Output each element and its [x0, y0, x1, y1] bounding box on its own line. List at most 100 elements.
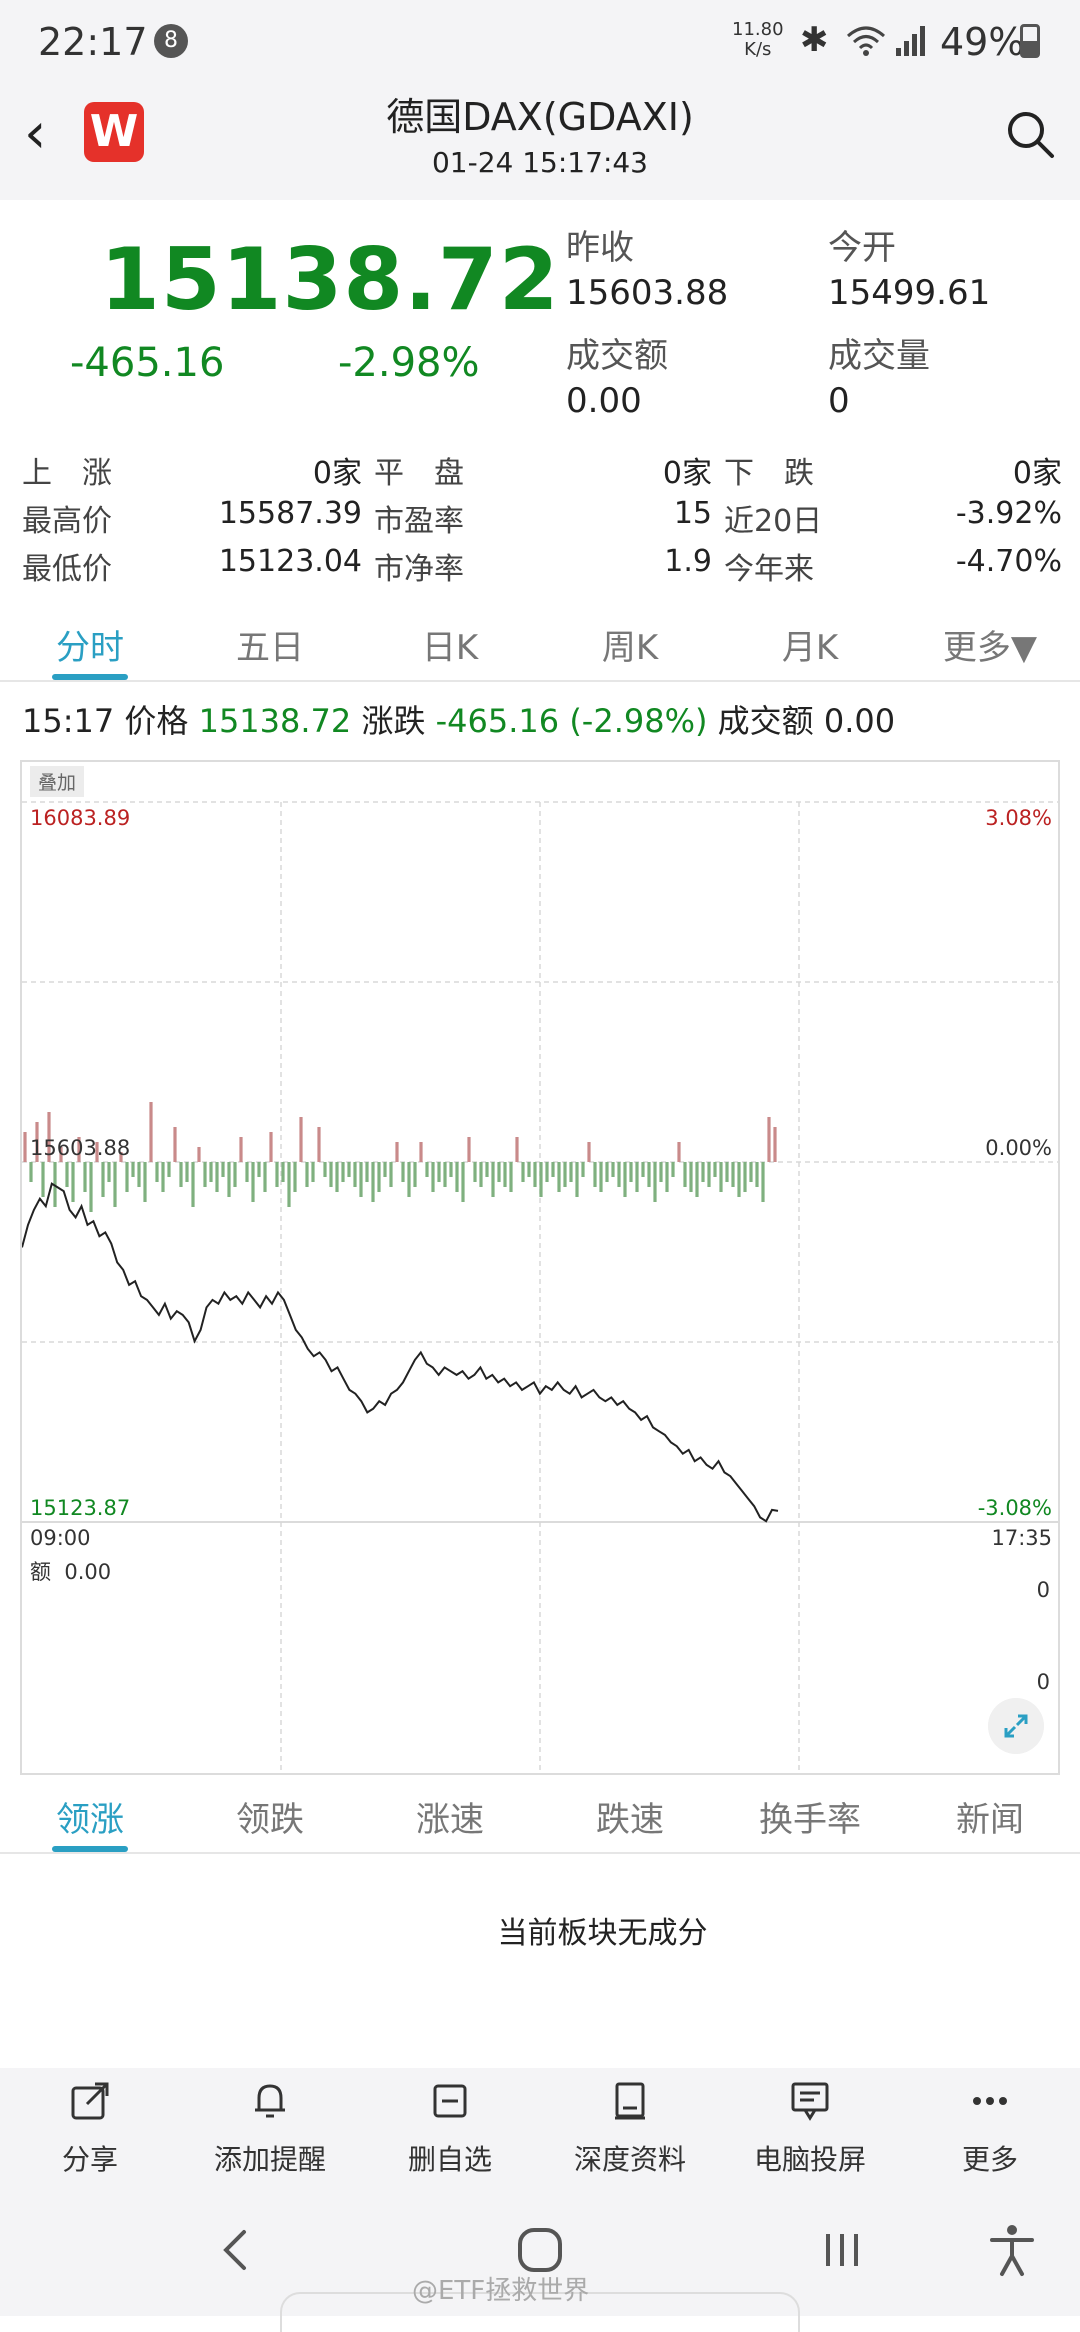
- delta-bar: [125, 1162, 129, 1192]
- delta-bar: [593, 1162, 597, 1187]
- delta-bar: [389, 1162, 393, 1187]
- delta-bar: [569, 1162, 573, 1182]
- bottom-toolbar: 分享 添加提醒 删自选 深度资料 电脑投屏: [0, 2068, 1080, 2198]
- delta-bar: [449, 1162, 453, 1177]
- intraday-chart-canvas: [22, 801, 1058, 1773]
- search-icon[interactable]: [1002, 106, 1058, 162]
- pe-value: 15: [673, 496, 712, 531]
- delta-bar: [581, 1162, 585, 1177]
- delta-bar: [671, 1162, 675, 1177]
- pe-label: 市盈率: [374, 504, 464, 539]
- delta-bar: [425, 1162, 429, 1177]
- y-bottom-price-label: 15123.87: [30, 1496, 131, 1520]
- delta-bar: [155, 1162, 159, 1182]
- tab-fast-rising[interactable]: 涨速: [416, 1800, 484, 1840]
- app-header: ‹ W 德国DAX(GDAXI) 01-24 15:17:43: [0, 82, 1080, 200]
- delta-bar: [485, 1162, 489, 1177]
- delta-bar: [245, 1162, 249, 1182]
- prev-close-label: 昨收: [566, 228, 634, 268]
- tab-news[interactable]: 新闻: [956, 1800, 1024, 1840]
- delta-bar: [461, 1162, 465, 1202]
- in-depth-info-button[interactable]: 深度资料: [540, 2078, 720, 2178]
- delta-bar: [323, 1162, 327, 1177]
- delta-bar: [743, 1162, 747, 1192]
- delta-bar: [131, 1162, 135, 1177]
- volume-label: 成交量: [828, 336, 930, 376]
- delta-bar: [23, 1132, 27, 1162]
- delta-bar: [713, 1162, 717, 1177]
- delta-bar: [65, 1162, 69, 1187]
- delta-bar: [731, 1162, 735, 1187]
- more-label: 更多: [961, 2143, 1018, 2176]
- expand-fullscreen-icon[interactable]: [988, 1698, 1044, 1754]
- delta-bar: [77, 1137, 81, 1162]
- tab-daily-k[interactable]: 日K: [421, 628, 479, 668]
- tab-more[interactable]: 更多▼: [942, 628, 1038, 668]
- accessibility-icon[interactable]: [982, 2220, 1042, 2280]
- tab-monthly-k[interactable]: 月K: [781, 628, 839, 668]
- info-time: 15:17: [22, 702, 115, 740]
- high-value: 15587.39: [218, 496, 362, 531]
- back-button[interactable]: ‹: [24, 101, 47, 166]
- nav-recents-icon[interactable]: [812, 2220, 872, 2280]
- network-speed: 11.80 K/s: [732, 20, 784, 60]
- prev-close: 昨收 15603.88: [566, 220, 728, 313]
- stats-row-3: 最低价 15123.04 市净率 1.9 今年来 -4.70%: [0, 544, 1080, 592]
- delta-bar: [479, 1162, 483, 1187]
- app-logo: W: [84, 102, 144, 162]
- add-alert-button[interactable]: 添加提醒: [180, 2078, 360, 2178]
- delta-bar: [299, 1117, 303, 1162]
- nav-home-icon[interactable]: [510, 2220, 570, 2280]
- tab-intraday[interactable]: 分时: [56, 628, 124, 668]
- x-start-label: 09:00: [30, 1526, 91, 1550]
- price-line-group: [22, 1182, 779, 1523]
- delta-bar: [455, 1162, 459, 1192]
- delta-bar: [59, 1147, 63, 1162]
- y-top-price-label: 16083.89: [30, 806, 131, 830]
- y-mid-price-label: 15603.88: [30, 1136, 131, 1160]
- tab-top-losers[interactable]: 领跌: [236, 1800, 304, 1840]
- info-change-label: 涨跌: [361, 702, 426, 740]
- gesture-handle: [280, 2292, 800, 2332]
- remove-watchlist-button[interactable]: 删自选: [360, 2078, 540, 2178]
- delta-bar: [497, 1162, 501, 1182]
- nav-back-icon[interactable]: [206, 2220, 266, 2280]
- page-title: 德国DAX(GDAXI): [386, 95, 694, 139]
- monitor-icon: [791, 2082, 829, 2121]
- delta-bar: [629, 1162, 633, 1182]
- delta-bar: [707, 1162, 711, 1187]
- delta-bar: [749, 1162, 753, 1182]
- share-label: 分享: [61, 2143, 118, 2176]
- delta-bar: [209, 1162, 213, 1182]
- intraday-chart[interactable]: 叠加 16083.89 3.08% 15603.88 0.00% 15123.8…: [20, 760, 1060, 1775]
- delta-bar: [761, 1162, 765, 1202]
- y-bottom-pct-label: -3.08%: [977, 1496, 1052, 1520]
- tab-top-gainers[interactable]: 领涨: [56, 1800, 124, 1840]
- share-button[interactable]: 分享: [0, 2078, 180, 2178]
- tab-fast-falling[interactable]: 跌速: [596, 1800, 664, 1840]
- volume-info: 额 0.00: [30, 1556, 111, 1586]
- cast-to-pc-label: 电脑投屏: [753, 2143, 866, 2176]
- tab-turnover-rate[interactable]: 换手率: [759, 1800, 861, 1840]
- network-speed-unit: K/s: [744, 39, 772, 60]
- delta-bar: [647, 1162, 651, 1187]
- delta-bar: [197, 1147, 201, 1162]
- delta-bar: [515, 1137, 519, 1162]
- tab-five-day[interactable]: 五日: [236, 628, 304, 668]
- delta-bar: [719, 1162, 723, 1192]
- network-speed-value: 11.80: [732, 19, 784, 40]
- more-button[interactable]: 更多: [900, 2078, 1080, 2178]
- turnover-label: 成交额: [566, 336, 668, 376]
- d20-value: -3.92%: [955, 496, 1062, 531]
- delta-bar: [623, 1162, 627, 1197]
- delta-bar: [653, 1162, 657, 1202]
- delta-bar: [119, 1152, 123, 1162]
- tab-weekly-k[interactable]: 周K: [601, 628, 659, 668]
- cast-to-pc-button[interactable]: 电脑投屏: [720, 2078, 900, 2178]
- bell-icon: [255, 2084, 285, 2118]
- d20-label: 近20日: [724, 504, 823, 539]
- overlay-button[interactable]: 叠加: [30, 766, 85, 797]
- notification-count-badge: 8: [154, 24, 188, 58]
- delta-bar: [161, 1162, 165, 1192]
- delta-bar: [467, 1137, 471, 1162]
